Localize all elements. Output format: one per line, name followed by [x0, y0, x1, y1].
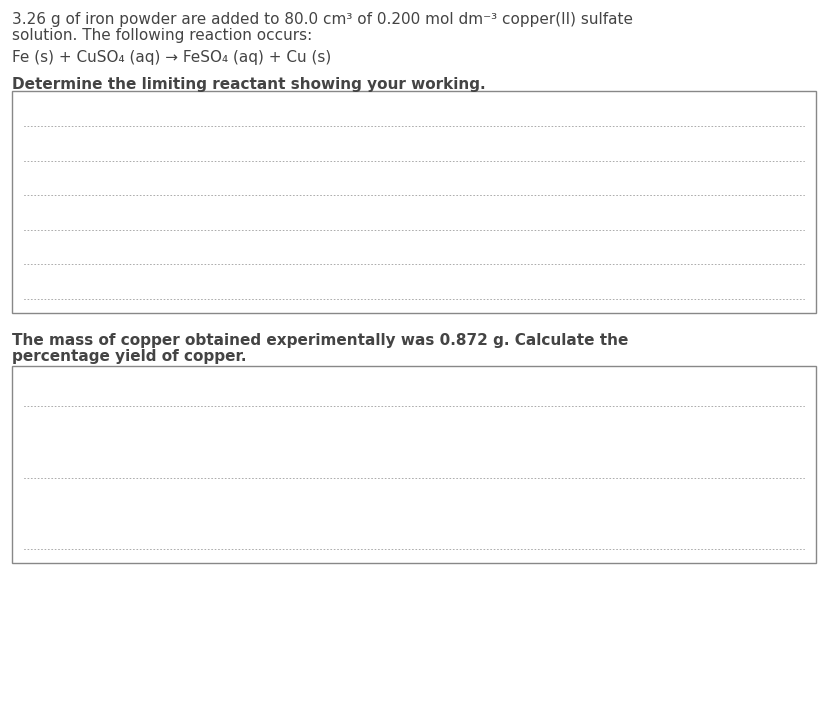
Text: Fe (s) + CuSO₄ (aq) → FeSO₄ (aq) + Cu (s): Fe (s) + CuSO₄ (aq) → FeSO₄ (aq) + Cu (s…	[12, 50, 331, 65]
Text: 3.26 g of iron powder are added to 80.0 cm³ of 0.200 mol dm⁻³ copper(II) sulfate: 3.26 g of iron powder are added to 80.0 …	[12, 12, 632, 27]
Text: Determine the limiting reactant showing your working.: Determine the limiting reactant showing …	[12, 77, 485, 92]
Bar	[12, 91, 815, 313]
Text: percentage yield of copper.: percentage yield of copper.	[12, 349, 246, 364]
Text: solution. The following reaction occurs:: solution. The following reaction occurs:	[12, 28, 312, 43]
Bar	[12, 366, 815, 563]
Text: The mass of copper obtained experimentally was 0.872 g. Calculate the: The mass of copper obtained experimental…	[12, 333, 628, 348]
